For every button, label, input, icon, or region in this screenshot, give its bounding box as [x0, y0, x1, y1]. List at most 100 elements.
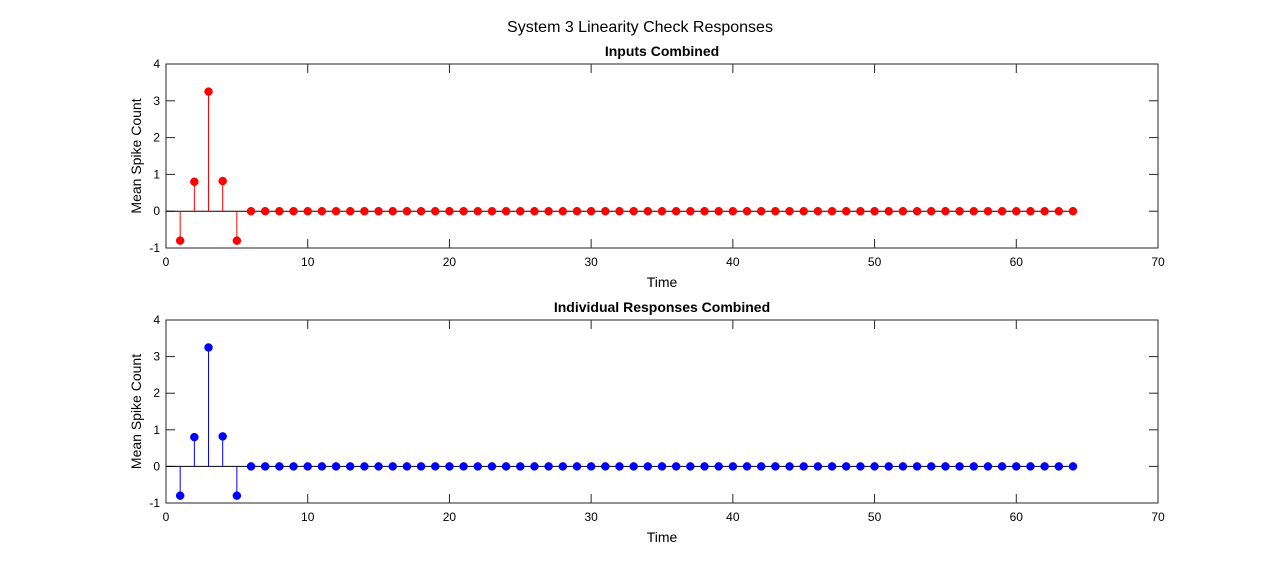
stem-marker [1012, 462, 1021, 471]
x-axis-label: Time [647, 274, 678, 290]
stem-marker [445, 462, 454, 471]
x-tick-label: 0 [163, 510, 170, 524]
y-tick-label: 1 [153, 167, 160, 181]
stem-marker [190, 177, 199, 187]
stem-marker [756, 206, 766, 216]
stem-marker [459, 206, 468, 216]
stem-marker [799, 206, 808, 216]
y-tick-label: -1 [149, 496, 160, 510]
x-tick-label: 50 [868, 255, 882, 269]
stem-marker [870, 206, 879, 216]
stem-marker [218, 432, 227, 441]
stem-marker [431, 462, 440, 471]
stem-marker [841, 462, 851, 471]
stem-marker [629, 462, 638, 471]
stem-marker [785, 462, 794, 471]
stem-marker [1026, 462, 1035, 471]
stem-marker [402, 206, 412, 216]
stem-marker [714, 462, 723, 471]
stem-marker [742, 206, 752, 216]
stem-marker [983, 206, 993, 216]
x-axis-label: Time [647, 529, 678, 545]
stem-marker [204, 87, 213, 96]
stem-marker [1040, 206, 1049, 216]
stem-marker [501, 206, 511, 216]
stem-marker [487, 462, 497, 471]
stem-marker [856, 206, 865, 216]
axes-box [165, 63, 1159, 249]
stem-marker [388, 462, 397, 471]
stem-marker [1012, 206, 1021, 216]
stem-marker [785, 206, 794, 216]
stem-marker [742, 462, 752, 471]
stem-marker [487, 206, 497, 216]
stem-marker [671, 206, 681, 216]
stem-marker [260, 206, 270, 216]
stem-marker [416, 206, 426, 216]
subplot-title: Inputs Combined [605, 43, 719, 59]
y-tick-label: 3 [153, 350, 160, 364]
stem-marker [629, 206, 638, 216]
y-tick-label: 0 [153, 459, 160, 473]
stem-marker [317, 462, 327, 471]
stem-marker [941, 206, 950, 216]
stem-marker [813, 462, 823, 471]
stem-marker [530, 462, 539, 471]
x-tick-label: 10 [301, 255, 315, 269]
stem-marker [204, 343, 213, 352]
stem-marker [572, 462, 582, 471]
x-tick-label: 60 [1010, 510, 1024, 524]
stem-marker [175, 236, 185, 245]
stem-marker [232, 236, 242, 245]
stem-marker [303, 206, 312, 216]
stem-marker [303, 462, 312, 471]
axes-box [165, 319, 1159, 504]
y-tick-label: 4 [153, 57, 160, 71]
stem-marker [360, 206, 369, 216]
stem-marker [544, 462, 553, 471]
figure-title: System 3 Linearity Check Responses [507, 19, 773, 36]
stem-marker [431, 206, 440, 216]
stem-marker [912, 462, 922, 471]
stem-marker [1054, 206, 1064, 216]
stem-marker [516, 206, 525, 216]
stem-marker [856, 462, 865, 471]
stem-marker [289, 206, 298, 216]
stem-marker [331, 462, 341, 471]
x-tick-label: 40 [726, 510, 740, 524]
stem-marker [1068, 462, 1078, 471]
stem-marker [927, 206, 936, 216]
x-tick-label: 60 [1010, 255, 1024, 269]
stem-marker [1054, 462, 1064, 471]
stem-marker [586, 462, 596, 471]
stem-marker [657, 206, 667, 216]
stem-marker [516, 462, 525, 471]
stem-marker [473, 206, 483, 216]
stem-marker [289, 462, 298, 471]
stem-marker [345, 462, 355, 471]
stem-marker [190, 432, 199, 442]
stem-marker [374, 462, 383, 471]
y-axis-label: Mean Spike Count [128, 354, 144, 469]
stem-marker [558, 206, 568, 216]
stem-marker [700, 206, 709, 216]
stem-marker [601, 462, 610, 471]
stem-marker [827, 462, 837, 471]
stem-marker [771, 206, 780, 216]
stem-marker [927, 462, 936, 471]
stem-marker [218, 176, 227, 186]
stem-marker [473, 462, 483, 471]
y-tick-label: 2 [153, 131, 160, 145]
stem-marker [345, 206, 355, 216]
stem-marker [884, 462, 893, 471]
stem-marker [572, 206, 582, 216]
stem-marker [246, 206, 256, 216]
stem-marker [615, 462, 624, 471]
stem-marker [601, 206, 610, 216]
x-tick-label: 10 [301, 510, 315, 524]
stem-marker [983, 462, 993, 471]
stem-marker [686, 462, 695, 471]
stem-marker [799, 462, 808, 471]
x-tick-label: 40 [726, 255, 740, 269]
